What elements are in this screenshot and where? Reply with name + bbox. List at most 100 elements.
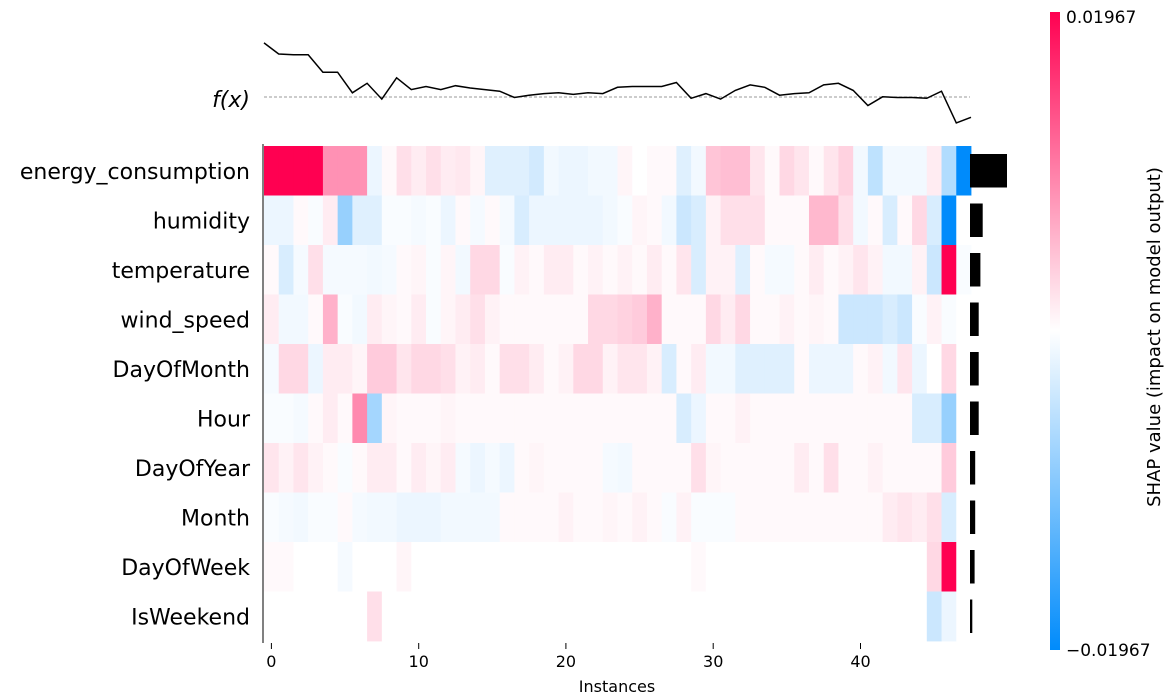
heatmap-cell	[337, 146, 353, 196]
importance-bars	[970, 154, 1007, 633]
heatmap-cell	[588, 344, 604, 394]
heatmap-cell	[720, 294, 736, 345]
heatmap-cell	[484, 591, 501, 642]
heatmap-cell	[293, 195, 309, 246]
heatmap-cell	[838, 542, 854, 592]
heatmap-cell	[484, 195, 501, 246]
heatmap-cell	[956, 393, 972, 444]
heatmap-cell	[735, 294, 751, 345]
heatmap-cell	[661, 542, 677, 592]
heatmap-cell	[632, 492, 648, 543]
heatmap-cell	[322, 195, 339, 246]
heatmap-cell	[293, 294, 309, 345]
heatmap-cell	[646, 542, 663, 592]
heatmap-cell	[529, 344, 545, 394]
heatmap-cell	[838, 344, 854, 394]
importance-bar	[970, 302, 979, 336]
heatmap-cell	[558, 393, 574, 444]
heatmap-cell	[337, 591, 353, 642]
heatmap-cell	[411, 245, 427, 295]
heatmap-cell	[499, 443, 515, 493]
heatmap-cell	[764, 492, 780, 543]
heatmap-cell	[823, 492, 839, 543]
heatmap-cell	[897, 443, 913, 493]
heatmap-cell	[867, 393, 884, 444]
heatmap-cell	[926, 492, 942, 543]
heatmap-cell	[926, 591, 942, 642]
heatmap-cell	[573, 245, 589, 295]
heatmap-cell	[720, 393, 736, 444]
heatmap-cell	[926, 542, 942, 592]
heatmap-cell	[470, 542, 486, 592]
heatmap-cell	[705, 146, 722, 196]
heatmap-cell	[941, 146, 957, 196]
heatmap-cell	[823, 294, 839, 345]
heatmap-cell	[926, 393, 942, 444]
heatmap-cell	[278, 146, 294, 196]
heatmap-cell	[912, 146, 928, 196]
heatmap-cell	[411, 146, 427, 196]
heatmap-cell	[396, 195, 412, 246]
heatmap-cell	[646, 492, 663, 543]
heatmap-cell	[750, 344, 766, 394]
heatmap-cell	[823, 146, 839, 196]
heatmap-cell	[735, 344, 751, 394]
heatmap-cell	[779, 146, 795, 196]
heatmap-cell	[676, 591, 692, 642]
heatmap-cell	[867, 294, 884, 345]
heatmap-cell	[897, 591, 913, 642]
heatmap-cell	[440, 245, 456, 295]
heatmap-cell	[558, 344, 574, 394]
heatmap-cell	[676, 294, 692, 345]
heatmap-cell	[588, 443, 604, 493]
heatmap-cell	[426, 146, 442, 196]
heatmap-cell	[543, 443, 559, 493]
heatmap-cell	[779, 542, 795, 592]
heatmap-cell	[293, 542, 309, 592]
heatmap-cell	[455, 542, 471, 592]
importance-bar	[970, 599, 973, 633]
heatmap-cell	[926, 146, 942, 196]
heatmap-cell	[278, 591, 294, 642]
heatmap-cell	[293, 492, 309, 543]
heatmap-cell	[529, 146, 545, 196]
heatmap-cell	[337, 344, 353, 394]
heatmap-cell	[941, 294, 957, 345]
heatmap-cell	[573, 294, 589, 345]
heatmap-cell	[426, 443, 442, 493]
heatmap-cell	[646, 591, 663, 642]
heatmap-cell	[352, 146, 368, 196]
x-axis-ticks: 0 10 20 30 40	[266, 643, 871, 671]
heatmap-cell	[926, 245, 942, 295]
heatmap-cell	[926, 344, 942, 394]
heatmap-cell	[514, 443, 530, 493]
heatmap-cell	[912, 393, 928, 444]
heatmap-cell	[278, 393, 294, 444]
heatmap-cell	[823, 591, 839, 642]
heatmap-cell	[735, 492, 751, 543]
heatmap-cell	[278, 195, 294, 246]
heatmap-cell	[381, 393, 397, 444]
heatmap-cell	[882, 195, 898, 246]
heatmap-cell	[396, 294, 412, 345]
heatmap-cell	[352, 492, 368, 543]
fx-line	[263, 42, 972, 124]
heatmap-cell	[676, 443, 692, 493]
heatmap-cell	[602, 195, 618, 246]
heatmap-cell	[411, 443, 427, 493]
heatmap-cell	[322, 245, 339, 295]
heatmap-cell	[588, 492, 604, 543]
heatmap-cell	[514, 344, 530, 394]
heatmap-cell	[676, 393, 692, 444]
heatmap-cell	[470, 492, 486, 543]
heatmap-cell	[617, 294, 633, 345]
heatmap-cell	[646, 195, 663, 246]
heatmap-cell	[396, 443, 412, 493]
importance-bar	[970, 451, 976, 485]
heatmap-cell	[543, 492, 559, 543]
heatmap-cell	[367, 146, 383, 196]
heatmap-cell	[499, 294, 515, 345]
heatmap-cell	[573, 492, 589, 543]
heatmap-cell	[470, 195, 486, 246]
heatmap-cell	[411, 492, 427, 543]
